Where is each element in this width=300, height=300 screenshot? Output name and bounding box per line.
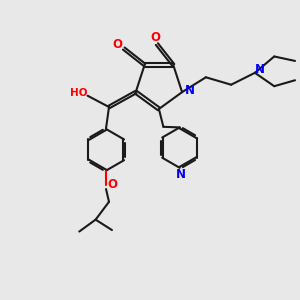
Text: HO: HO: [70, 88, 87, 98]
Text: N: N: [184, 84, 194, 97]
Text: N: N: [255, 63, 265, 76]
Text: N: N: [176, 168, 186, 181]
Text: O: O: [150, 31, 161, 44]
Text: O: O: [107, 178, 117, 191]
Text: O: O: [112, 38, 122, 51]
